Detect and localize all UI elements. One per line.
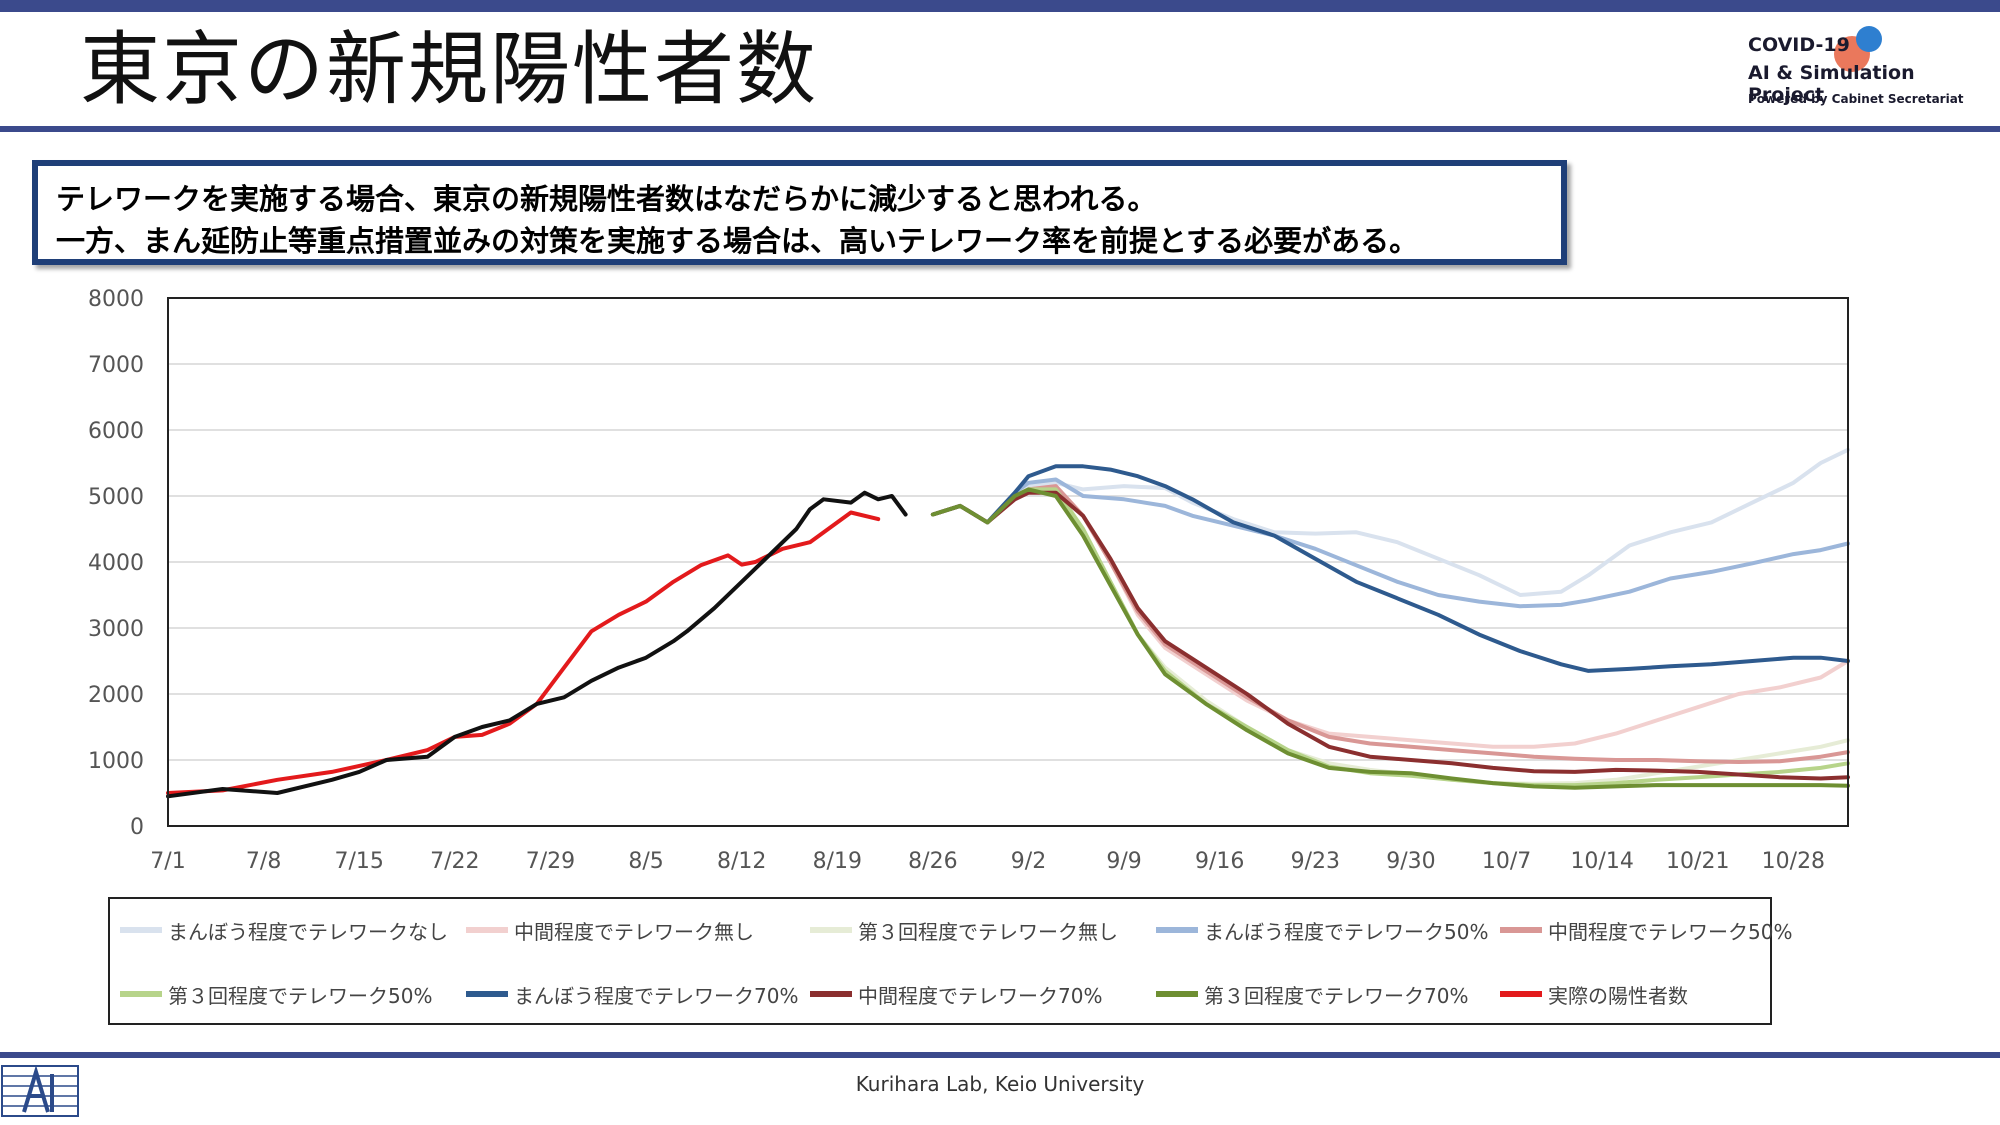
series-line-8 [930,487,1850,790]
legend-swatch [810,991,852,997]
series-line-0 [930,447,1850,597]
legend-label: 第３回程度でテレワーク無し [858,919,1118,944]
legend-label: 第３回程度でテレワーク50% [168,983,433,1008]
legend-label: まんぼう程度でテレワーク70% [514,983,799,1008]
page-title: 東京の新規陽性者数 [80,23,818,116]
y-tick-label: 8000 [88,287,144,312]
legend-item: 中間程度でテレワーク50% [1500,915,1792,945]
legend-item: 第３回程度でテレワーク70% [1156,979,1468,1009]
x-tick-label: 7/8 [246,849,281,874]
logo-blue-circle-icon [1856,26,1882,52]
x-tick-label: 7/1 [150,849,185,874]
series-line-1 [930,484,1850,749]
x-tick-label: 10/14 [1570,849,1633,874]
legend-swatch [466,991,508,997]
legend-item: 第３回程度でテレワーク50% [120,979,432,1009]
y-tick-label: 0 [130,815,144,840]
x-tick-label: 9/2 [1011,849,1046,874]
series-line-6 [930,464,1850,673]
series-line-5 [930,487,1850,788]
legend-item: まんぼう程度でテレワーク50% [1156,915,1488,945]
legend-label: 中間程度でテレワーク無し [514,919,754,944]
x-tick-label: 7/22 [430,849,479,874]
y-tick-label: 5000 [88,485,144,510]
y-tick-label: 6000 [88,419,144,444]
legend-swatch [120,991,162,997]
legend-swatch [120,927,162,933]
summary-callout: テレワークを実施する場合、東京の新規陽性者数はなだらかに減少すると思われる。 一… [32,160,1567,265]
logo-line-1: COVID-19 [1748,34,1850,56]
legend-label: 中間程度でテレワーク70% [858,983,1103,1008]
lab-logo-icon [1,1065,79,1117]
x-tick-label: 8/5 [628,849,663,874]
x-tick-label: 10/28 [1762,849,1825,874]
x-tick-label: 9/16 [1195,849,1244,874]
legend-label: 実際の陽性者数 [1548,983,1688,1008]
legend-label: まんぼう程度でテレワーク50% [1204,919,1489,944]
legend-label: まんぼう程度でテレワークなし [168,919,448,944]
x-tick-label: 9/30 [1386,849,1435,874]
legend-item: まんぼう程度でテレワーク70% [466,979,798,1009]
series-line-4 [930,484,1850,764]
legend-item: まんぼう程度でテレワークなし [120,915,448,945]
legend-item: 中間程度でテレワーク無し [466,915,754,945]
chart-legend: まんぼう程度でテレワークなし 中間程度でテレワーク無し 第３回程度でテレワーク無しま… [108,897,1792,1025]
legend-swatch [1156,927,1198,933]
legend-label: 第３回程度でテレワーク70% [1204,983,1469,1008]
header-divider [0,126,2000,132]
x-tick-label: 10/7 [1482,849,1531,874]
series-line-3 [930,477,1850,609]
y-tick-label: 7000 [88,353,144,378]
footer-credit: Kurihara Lab, Keio University [855,1072,1145,1096]
legend-label: 中間程度でテレワーク50% [1548,919,1793,944]
y-tick-label: 1000 [88,749,144,774]
callout-line-1: テレワークを実施する場合、東京の新規陽性者数はなだらかに減少すると思われる。 [56,182,1157,216]
y-tick-label: 2000 [88,683,144,708]
x-tick-label: 8/26 [908,849,957,874]
y-tick-label: 3000 [88,617,144,642]
x-tick-label: 8/19 [813,849,862,874]
legend-swatch [1500,991,1542,997]
callout-line-2: 一方、まん延防止等重点措置並みの対策を実施する場合は、高いテレワーク率を前提とす… [56,224,1419,258]
x-tick-label: 9/9 [1106,849,1141,874]
y-tick-label: 4000 [88,551,144,576]
footer-divider [0,1052,2000,1058]
x-tick-label: 9/23 [1291,849,1340,874]
legend-swatch [1156,991,1198,997]
legend-swatch [810,927,852,933]
x-tick-label: 7/15 [335,849,384,874]
series-line-7 [930,490,1850,781]
logo-line-2: AI & Simulation Project [1748,62,1915,106]
legend-swatch [466,927,508,933]
logo-line-3: Powered by Cabinet Secretariat [1748,92,1964,106]
x-tick-label: 8/12 [717,849,766,874]
legend-item: 実際の陽性者数 [1500,979,1688,1009]
series-line-10 [166,490,908,799]
legend-swatch [1500,927,1542,933]
legend-item: 第３回程度でテレワーク無し [810,915,1118,945]
x-tick-label: 10/21 [1666,849,1729,874]
legend-item: 中間程度でテレワーク70% [810,979,1102,1009]
top-accent-bar [0,0,2000,12]
x-tick-label: 7/29 [526,849,575,874]
plot-frame [167,297,1849,827]
project-logo: COVID-19 AI & Simulation Project Powered… [1748,26,1988,116]
